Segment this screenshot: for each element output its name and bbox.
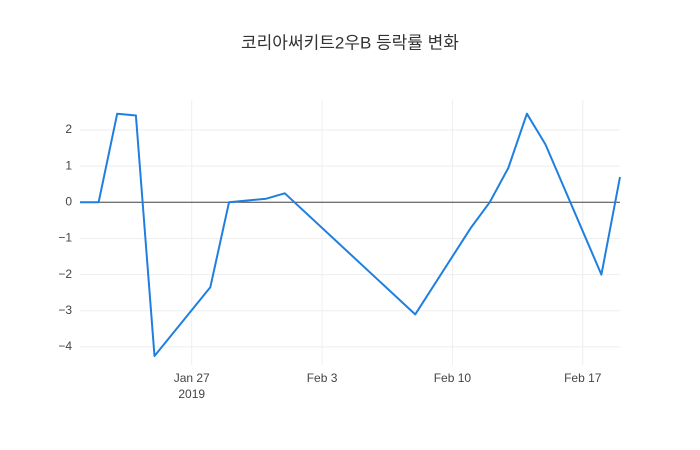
x-tick-label: Feb 3 — [307, 371, 338, 385]
y-tick-label: 2 — [65, 122, 72, 136]
y-tick-label: 0 — [65, 194, 72, 208]
x-tick-label: Jan 27 — [174, 371, 210, 385]
y-tick-label: −4 — [58, 339, 72, 353]
line-series — [80, 112, 621, 357]
y-tick-label: −2 — [58, 267, 72, 281]
x-tick-label: Feb 10 — [434, 371, 472, 385]
x-tick-label: Feb 17 — [564, 371, 602, 385]
chart-title: 코리아써키트2우B 등락률 변화 — [241, 33, 459, 52]
x-tick-sublabel: 2019 — [178, 387, 205, 401]
y-tick-label: −3 — [58, 303, 72, 317]
y-tick-label: −1 — [58, 231, 72, 245]
y-tick-label: 1 — [65, 158, 72, 172]
